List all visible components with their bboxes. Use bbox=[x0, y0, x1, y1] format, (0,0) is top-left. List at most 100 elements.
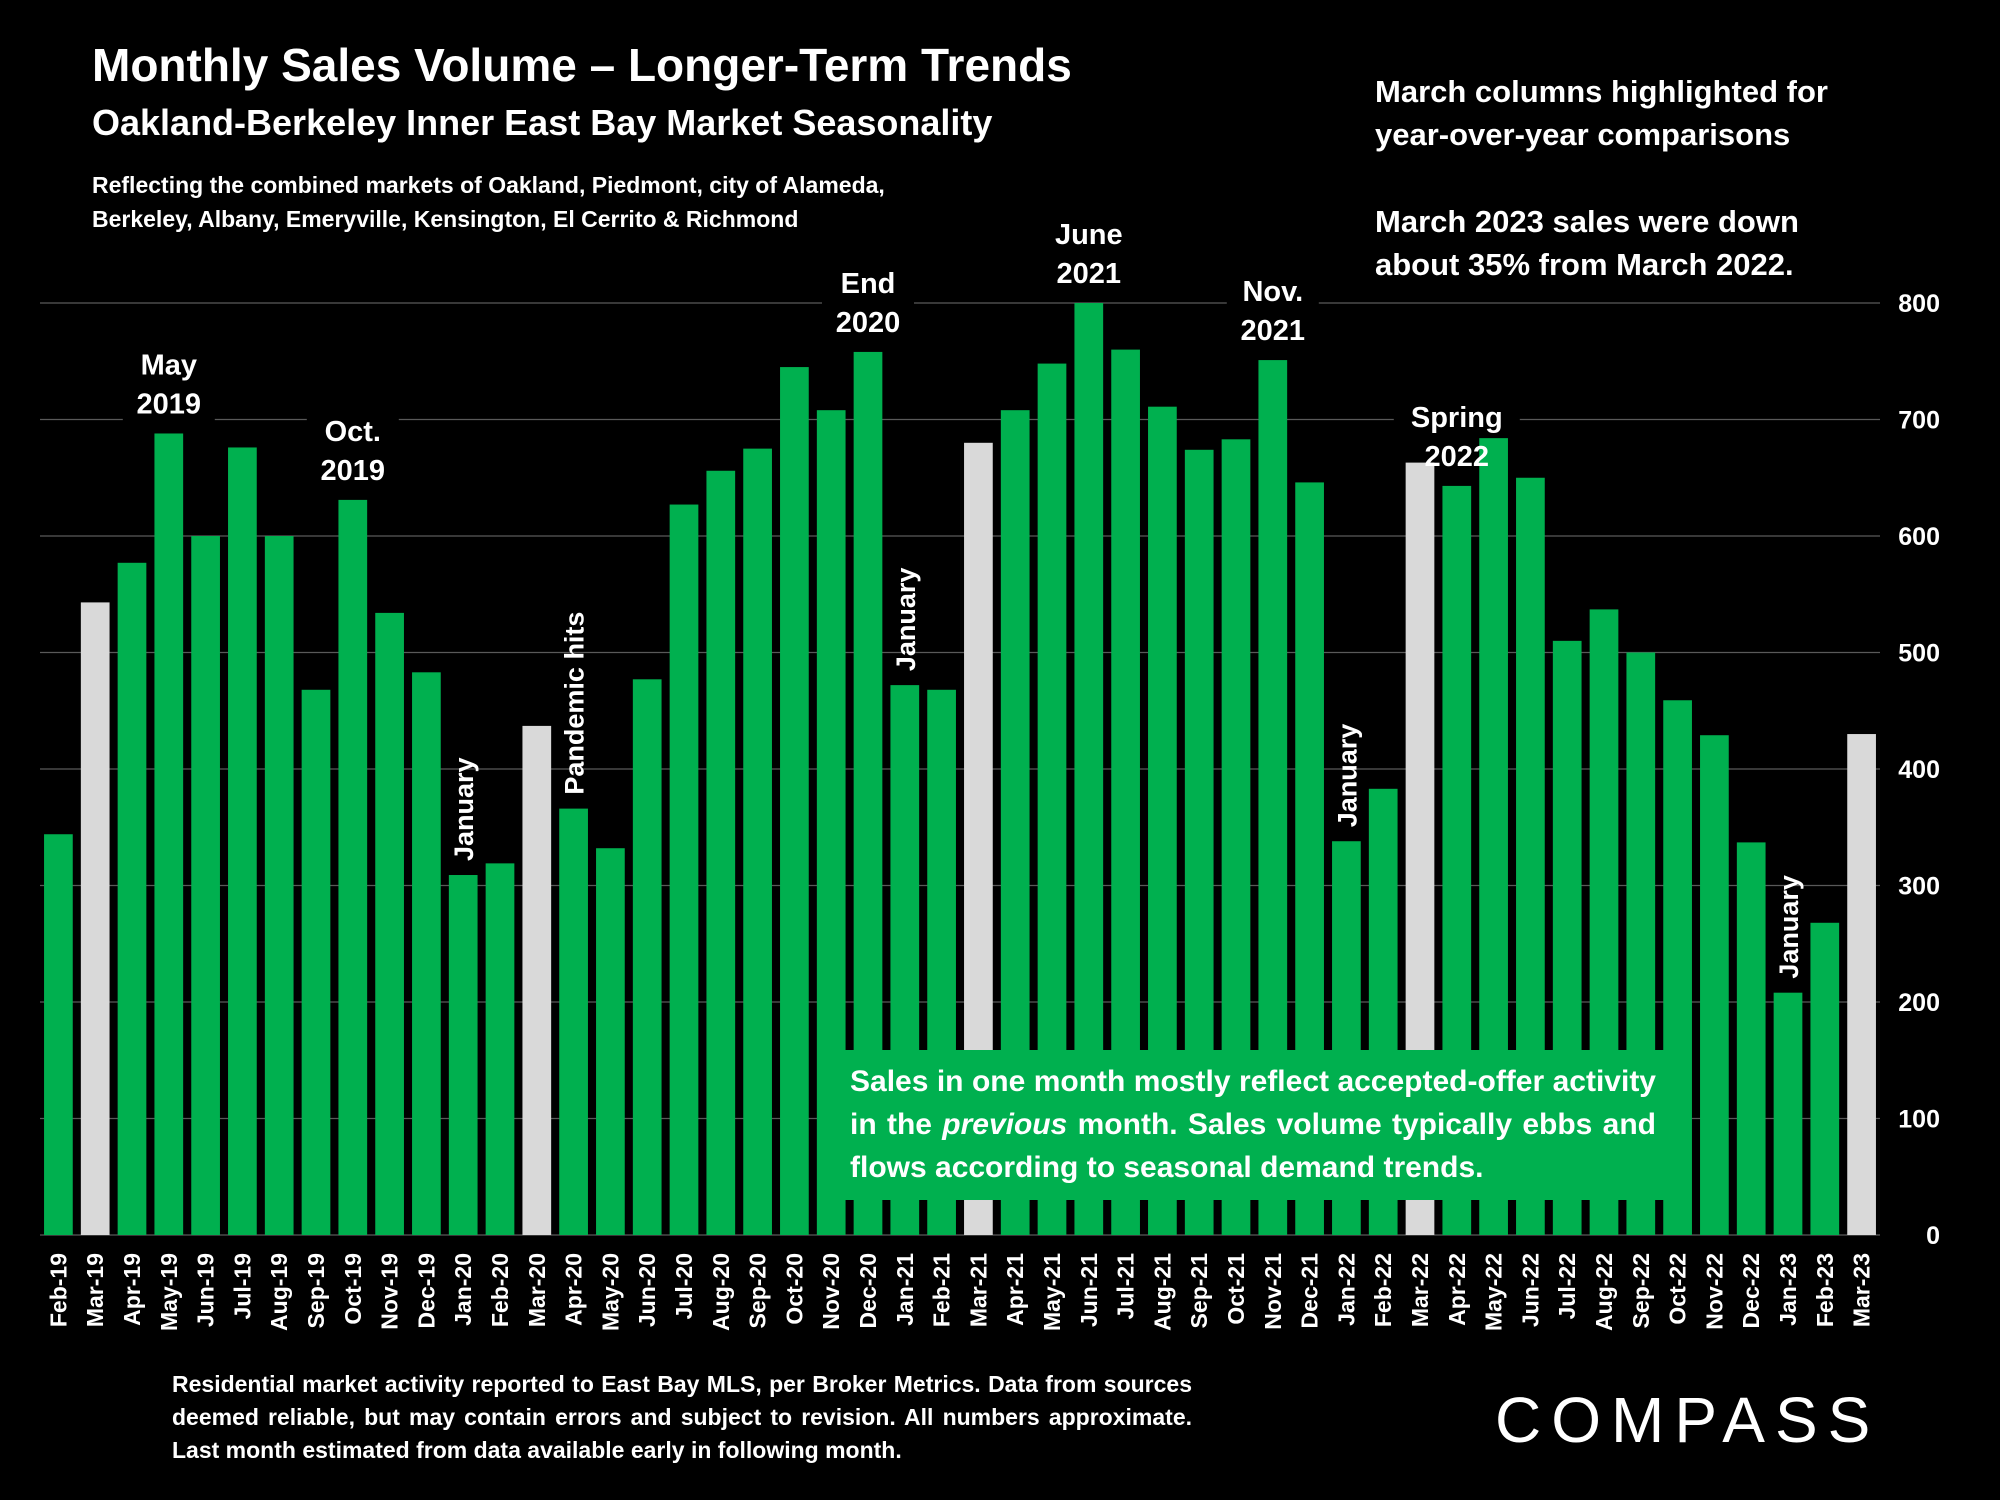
markets-line-2: Berkeley, Albany, Emeryville, Kensington… bbox=[92, 206, 799, 232]
annotation-label: January bbox=[891, 568, 921, 672]
bar-Apr-20 bbox=[559, 808, 588, 1235]
x-tick-label: May-21 bbox=[1039, 1253, 1065, 1331]
y-tick-label: 0 bbox=[1926, 1222, 1940, 1250]
bar-Nov-19 bbox=[375, 612, 404, 1235]
x-tick-label: Mar-23 bbox=[1849, 1253, 1875, 1327]
yoy-note-line-2: about 35% from March 2022. bbox=[1375, 247, 1794, 282]
x-tick-label: Sep-21 bbox=[1186, 1253, 1212, 1329]
bar-Nov-22 bbox=[1700, 735, 1729, 1235]
annotation-label: End bbox=[841, 268, 896, 300]
x-tick-label: Apr-20 bbox=[561, 1253, 587, 1326]
x-tick-label: Oct-20 bbox=[781, 1253, 807, 1325]
x-tick-label: Jun-19 bbox=[193, 1253, 219, 1327]
bar-Sep-19 bbox=[301, 689, 331, 1235]
markets-line-1: Reflecting the combined markets of Oakla… bbox=[92, 172, 885, 198]
annotation-label: January bbox=[449, 757, 479, 861]
callout-italic: previous bbox=[942, 1108, 1068, 1141]
annotation-label: 2019 bbox=[137, 388, 202, 420]
bar-Apr-19 bbox=[117, 562, 147, 1235]
x-tick-label: Jun-22 bbox=[1517, 1253, 1543, 1327]
y-tick-label: 400 bbox=[1898, 756, 1940, 784]
bar-Aug-20 bbox=[706, 470, 736, 1235]
x-tick-label: Sep-22 bbox=[1628, 1253, 1654, 1328]
march-note-line-2: year-over-year comparisons bbox=[1375, 117, 1791, 152]
x-tick-label: Jun-21 bbox=[1076, 1253, 1102, 1327]
bar-Sep-20 bbox=[743, 448, 772, 1235]
bar-Jul-20 bbox=[669, 504, 699, 1235]
chart-subtitle: Oakland-Berkeley Inner East Bay Market S… bbox=[92, 102, 993, 143]
x-tick-label: May-20 bbox=[597, 1253, 623, 1331]
bar-Feb-19 bbox=[44, 834, 73, 1235]
x-tick-label: Jan-23 bbox=[1775, 1253, 1801, 1326]
annotation-label: June bbox=[1055, 219, 1123, 251]
x-tick-label: Aug-21 bbox=[1149, 1253, 1175, 1331]
logo-text: COMPASS bbox=[1495, 1384, 1880, 1456]
annotation-label: 2020 bbox=[836, 307, 901, 339]
x-tick-label: Jun-20 bbox=[634, 1253, 660, 1327]
annotation-label: Pandemic hits bbox=[560, 612, 590, 795]
x-tick-label: May-22 bbox=[1481, 1253, 1507, 1331]
seasonality-callout: Sales in one month mostly reflect accept… bbox=[828, 1050, 1678, 1200]
annotation-backing bbox=[1042, 210, 1135, 292]
x-tick-label: Aug-22 bbox=[1591, 1253, 1617, 1331]
bar-Oct-20 bbox=[780, 367, 809, 1235]
x-tick-label: Feb-23 bbox=[1812, 1253, 1838, 1327]
chart-title: Monthly Sales Volume – Longer-Term Trend… bbox=[92, 39, 1072, 91]
march-note-line-1: March columns highlighted for bbox=[1375, 74, 1828, 109]
footnote: Residential market activity reported to … bbox=[172, 1371, 1192, 1463]
annotation-label: 2022 bbox=[1425, 441, 1490, 473]
annotation-backing bbox=[822, 258, 914, 341]
bar-Jun-19 bbox=[191, 536, 220, 1235]
bar-Jan-23 bbox=[1773, 992, 1803, 1235]
annotation-backing bbox=[122, 340, 215, 423]
y-tick-label: 300 bbox=[1898, 873, 1940, 901]
x-tick-label: Nov-22 bbox=[1701, 1253, 1727, 1330]
bar-Aug-19 bbox=[264, 536, 294, 1235]
annotation-label: Spring bbox=[1411, 402, 1503, 434]
x-tick-label: Mar-19 bbox=[82, 1253, 108, 1327]
callout-text-1: Sales in one month mostly reflect accept… bbox=[850, 1065, 1656, 1141]
march-note: March columns highlighted for year-over-… bbox=[1375, 70, 1828, 156]
annotation-label: Oct. bbox=[325, 416, 381, 448]
bar-Oct-19 bbox=[338, 499, 368, 1235]
x-tick-label: Mar-20 bbox=[524, 1253, 550, 1327]
annotation-label: 2021 bbox=[1241, 315, 1306, 347]
x-tick-label: Jan-20 bbox=[450, 1253, 476, 1326]
x-tick-label: Mar-21 bbox=[965, 1253, 991, 1327]
x-tick-label: Jul-21 bbox=[1113, 1253, 1139, 1320]
x-tick-label: Dec-19 bbox=[413, 1253, 439, 1328]
annotation-label: May bbox=[141, 349, 197, 381]
bar-Mar-20 bbox=[522, 725, 552, 1235]
x-tick-label: May-19 bbox=[156, 1253, 182, 1331]
y-tick-label: 700 bbox=[1898, 407, 1940, 435]
x-axis-labels: Feb-19 Mar-19 Apr-19 May-19 Jun-19 Jul-19 Aug-… bbox=[45, 1253, 1874, 1331]
x-tick-label: Sep-19 bbox=[303, 1253, 329, 1328]
x-tick-label: Dec-21 bbox=[1297, 1253, 1323, 1329]
x-tick-label: Dec-22 bbox=[1738, 1253, 1764, 1328]
y-tick-label: 500 bbox=[1898, 640, 1940, 668]
annotation-label: 2019 bbox=[321, 455, 386, 487]
bar-May-20 bbox=[596, 848, 625, 1235]
bar-Feb-20 bbox=[485, 863, 515, 1235]
annotation-label: Nov. bbox=[1242, 276, 1303, 308]
x-tick-label: Oct-19 bbox=[340, 1253, 366, 1325]
x-tick-label: Aug-19 bbox=[266, 1253, 292, 1331]
x-tick-label: Oct-22 bbox=[1665, 1253, 1691, 1325]
x-tick-label: Feb-20 bbox=[487, 1253, 513, 1327]
x-tick-label: Nov-21 bbox=[1260, 1253, 1286, 1330]
bar-Jun-20 bbox=[632, 679, 662, 1235]
x-tick-label: Feb-21 bbox=[929, 1253, 955, 1327]
compass-logo: COMPASS bbox=[1495, 1384, 1880, 1456]
x-tick-label: Feb-22 bbox=[1370, 1253, 1396, 1327]
bar-Dec-22 bbox=[1736, 842, 1766, 1235]
x-tick-label: Nov-19 bbox=[377, 1253, 403, 1330]
x-tick-label: Mar-22 bbox=[1407, 1253, 1433, 1327]
x-tick-label: Jul-19 bbox=[229, 1253, 255, 1319]
annotation-backing bbox=[1226, 267, 1319, 350]
y-tick-label: 800 bbox=[1898, 290, 1940, 318]
x-tick-label: Jan-22 bbox=[1333, 1253, 1359, 1326]
yoy-note-line-1: March 2023 sales were down bbox=[1375, 204, 1799, 239]
annotation-label: January bbox=[1774, 875, 1804, 979]
annotation-label: 2021 bbox=[1057, 258, 1122, 290]
annotation-backing bbox=[306, 406, 399, 489]
